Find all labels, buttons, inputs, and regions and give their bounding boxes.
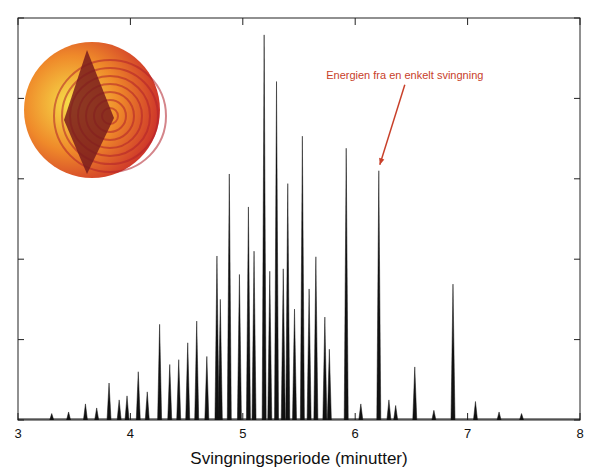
x-tick bbox=[242, 18, 243, 25]
y-tick bbox=[18, 339, 24, 340]
peak bbox=[387, 400, 391, 420]
x-tick-label: 8 bbox=[576, 426, 583, 441]
y-tick bbox=[18, 18, 24, 19]
peaks bbox=[18, 35, 580, 420]
peak bbox=[205, 356, 209, 420]
annotation-arrow bbox=[380, 85, 405, 165]
peak bbox=[246, 207, 250, 420]
peak bbox=[262, 35, 266, 420]
peak bbox=[286, 184, 290, 420]
peak bbox=[314, 257, 318, 420]
peak bbox=[145, 392, 149, 420]
x-tick bbox=[467, 18, 468, 25]
y-tick bbox=[18, 259, 24, 260]
y-tick bbox=[18, 420, 24, 421]
peak bbox=[252, 251, 256, 420]
peak bbox=[413, 367, 417, 420]
baseline bbox=[18, 419, 580, 420]
y-tick bbox=[18, 178, 24, 179]
peak bbox=[215, 256, 219, 420]
x-tick-label: 5 bbox=[239, 426, 246, 441]
peak bbox=[281, 269, 285, 420]
peak bbox=[327, 349, 331, 420]
peak bbox=[268, 271, 272, 420]
sun-wedge bbox=[64, 50, 114, 174]
x-tick bbox=[18, 18, 19, 25]
peak bbox=[451, 284, 455, 420]
peak bbox=[125, 396, 129, 420]
peak bbox=[275, 82, 279, 420]
x-tick-label: 7 bbox=[464, 426, 471, 441]
peak bbox=[394, 406, 398, 420]
chart: 3 4 5 6 7 8 Energien fra en enkelt svingning Sv… bbox=[0, 0, 595, 475]
peak bbox=[227, 174, 231, 420]
x-tick-label: 3 bbox=[14, 426, 21, 441]
annotation: Energien fra en enkelt svingning bbox=[326, 69, 483, 81]
peak bbox=[473, 402, 477, 420]
peak bbox=[117, 400, 121, 420]
peak bbox=[237, 274, 241, 420]
peak bbox=[377, 171, 381, 420]
plot-frame bbox=[18, 18, 580, 420]
x-tick-label: 6 bbox=[352, 426, 359, 441]
x-tick bbox=[130, 18, 131, 25]
peak bbox=[186, 343, 190, 420]
y-tick bbox=[574, 178, 580, 179]
annotation-arrowhead bbox=[379, 158, 384, 165]
peak bbox=[136, 372, 140, 420]
y-tick bbox=[574, 259, 580, 260]
peak bbox=[107, 383, 111, 420]
peak bbox=[218, 299, 222, 420]
peak bbox=[195, 321, 199, 420]
y-tick bbox=[574, 18, 580, 19]
peak bbox=[158, 324, 162, 420]
peak bbox=[300, 136, 304, 420]
peak bbox=[359, 404, 363, 420]
x-tick bbox=[580, 18, 581, 25]
x-tick-label: 4 bbox=[127, 426, 134, 441]
y-tick bbox=[574, 339, 580, 340]
peak bbox=[177, 360, 181, 420]
peak bbox=[323, 317, 327, 420]
peak bbox=[168, 365, 172, 420]
peak bbox=[95, 408, 99, 420]
y-tick bbox=[574, 420, 580, 421]
x-tick bbox=[355, 18, 356, 25]
peak bbox=[307, 289, 311, 420]
peak bbox=[83, 404, 87, 420]
x-axis-title: Svingningsperiode (minutter) bbox=[190, 449, 407, 468]
peak bbox=[344, 148, 348, 420]
peak bbox=[293, 309, 297, 420]
y-tick bbox=[18, 98, 24, 99]
y-tick bbox=[574, 98, 580, 99]
